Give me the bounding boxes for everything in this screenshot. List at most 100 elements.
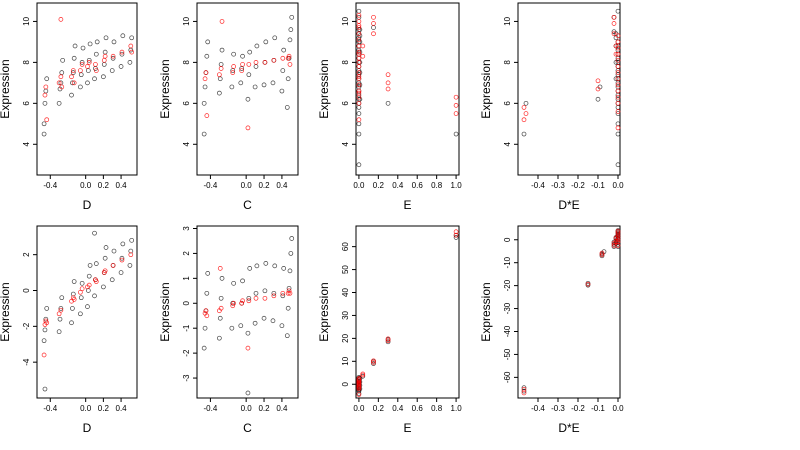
- data-point: [56, 329, 62, 335]
- data-point: [289, 236, 295, 241]
- x-tick-label: 0.0: [241, 404, 253, 413]
- scatter-panel: -0.4 -0.3 -0.2 -0.1 0.0 4 6 8 10 D*E Expression: [479, 2, 624, 212]
- data-point: [254, 43, 260, 49]
- x-tick-label: 0.0: [80, 404, 92, 413]
- data-point: [44, 117, 50, 123]
- series-red: [202, 266, 293, 351]
- data-point: [129, 49, 135, 55]
- data-point: [205, 39, 211, 45]
- data-point: [615, 228, 621, 234]
- data-point: [218, 66, 224, 71]
- data-point: [102, 255, 108, 261]
- data-point: [103, 35, 109, 41]
- y-tick-label: 0: [341, 381, 350, 386]
- data-point: [611, 14, 617, 20]
- x-axis-title: D: [83, 421, 92, 435]
- data-point: [60, 57, 66, 63]
- data-point: [204, 290, 210, 296]
- data-point: [231, 300, 236, 306]
- data-point: [615, 239, 621, 245]
- scatter-panel: 0.0 0.2 0.4 0.6 0.8 1.0 4 6 8 10 E Expression: [317, 2, 463, 212]
- x-tick-label: 0.6: [412, 404, 424, 413]
- series-red: [521, 14, 621, 131]
- series-red: [521, 228, 621, 396]
- data-point: [42, 386, 48, 392]
- data-point: [356, 131, 362, 137]
- data-point: [110, 263, 116, 268]
- data-point: [110, 55, 116, 61]
- data-point: [246, 295, 252, 301]
- data-point: [71, 279, 77, 284]
- y-tick-label: 20: [341, 333, 350, 342]
- data-point: [356, 100, 362, 106]
- x-tick-label: 0.2: [98, 404, 110, 413]
- x-tick-label: 0.8: [431, 404, 443, 413]
- data-point: [284, 105, 290, 110]
- data-point: [281, 47, 287, 53]
- data-point: [59, 295, 65, 301]
- data-point: [71, 80, 77, 86]
- data-point: [453, 103, 459, 108]
- x-tick-label: 0.0: [612, 404, 624, 413]
- data-point: [521, 131, 527, 137]
- data-point: [615, 162, 621, 168]
- data-point: [263, 39, 269, 45]
- data-point: [118, 270, 124, 275]
- y-tick-label: -60: [503, 371, 512, 383]
- data-point: [69, 92, 74, 98]
- series-red: [41, 252, 134, 358]
- y-tick-label: 10: [182, 16, 191, 25]
- data-point: [272, 263, 278, 269]
- data-point: [86, 273, 92, 279]
- data-point: [42, 92, 48, 98]
- data-point: [271, 293, 277, 299]
- x-tick-label: -0.4: [43, 404, 57, 413]
- data-point: [231, 280, 236, 286]
- data-point: [239, 68, 245, 73]
- data-point: [286, 285, 292, 291]
- y-tick-label: 2: [182, 251, 191, 256]
- x-tick-label: 1.0: [451, 181, 463, 190]
- series-red: [42, 17, 135, 123]
- plot-frame: [517, 2, 621, 176]
- x-tick-label: 0.4: [392, 404, 404, 413]
- data-point: [615, 76, 621, 82]
- data-point: [229, 325, 235, 331]
- data-point: [595, 96, 601, 102]
- data-point: [119, 257, 125, 263]
- x-tick-label: 0.0: [353, 181, 365, 190]
- data-point: [371, 360, 376, 365]
- x-tick-label: -0.4: [531, 404, 545, 413]
- y-tick-label: 8: [503, 60, 512, 65]
- data-point: [615, 39, 621, 45]
- data-point: [253, 295, 259, 301]
- data-point: [371, 358, 376, 364]
- data-point: [230, 303, 236, 309]
- data-point: [92, 293, 97, 299]
- x-tick-label: 0.8: [431, 181, 443, 190]
- y-tick-label: -4: [22, 358, 31, 366]
- data-point: [44, 320, 50, 326]
- data-point: [219, 19, 225, 24]
- data-point: [41, 338, 47, 344]
- data-point: [87, 41, 93, 47]
- data-point: [263, 261, 269, 266]
- y-tick-label: -20: [503, 279, 512, 291]
- data-point: [79, 280, 85, 286]
- data-point: [523, 100, 529, 106]
- data-point: [216, 72, 222, 78]
- x-tick-label: 0.4: [392, 181, 404, 190]
- data-point: [42, 327, 48, 333]
- y-tick-label: 60: [341, 242, 350, 251]
- scatter-panel: 0.0 0.2 0.4 0.6 0.8 1.0 0 10 20 30 40 50 60 E Expressi…: [317, 225, 462, 435]
- y-axis-title: Expression: [479, 282, 493, 341]
- data-point: [371, 21, 376, 26]
- data-point: [246, 62, 252, 67]
- data-point: [85, 304, 90, 309]
- data-point: [102, 53, 108, 59]
- scatter-panel: -0.4 0.0 0.2 0.4 4 6 8 10 C Expression: [158, 2, 299, 212]
- data-point: [287, 62, 293, 67]
- data-point: [58, 17, 64, 22]
- data-point: [453, 229, 459, 235]
- y-tick-label: 6: [22, 101, 31, 106]
